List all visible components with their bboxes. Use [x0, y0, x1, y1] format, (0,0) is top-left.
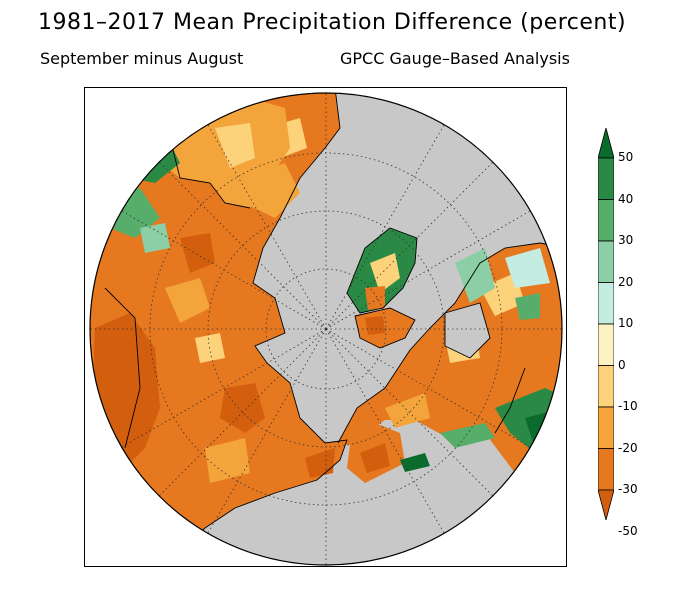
coastlines — [90, 93, 562, 559]
colorbar-cell — [598, 323, 614, 366]
colorbar-tick-label: -20 — [618, 440, 638, 455]
colorbar-cell — [598, 406, 614, 449]
colorbar-top-triangle — [598, 128, 614, 159]
colorbar-cell — [598, 157, 614, 200]
colorbar-tick-label: 0 — [618, 357, 626, 372]
map-subtitle-period: September minus August — [40, 49, 244, 68]
colorbar-cell — [598, 282, 614, 325]
map-title: 1981–2017 Mean Precipitation Difference … — [38, 10, 627, 35]
colorbar-tick-label: -50 — [618, 523, 638, 538]
north-america-land — [338, 243, 562, 565]
colorbar-tick-label: 50 — [618, 150, 634, 164]
colorbar-tick-label: 30 — [618, 233, 634, 247]
colorbar — [598, 128, 614, 520]
colorbar-cell — [598, 365, 614, 408]
colorbar-tick-label: -10 — [618, 399, 638, 413]
hudson-bay — [445, 303, 490, 358]
map-subtitle-source: GPCC Gauge–Based Analysis — [340, 49, 570, 68]
colorbar-cell — [598, 240, 614, 283]
colorbar-tick-label: 40 — [618, 191, 634, 206]
colorbar-bottom-triangle — [598, 489, 614, 520]
colorbar-tick-label: 10 — [618, 316, 634, 330]
map-disc-outline — [89, 92, 563, 566]
colorbar-cell — [598, 199, 614, 242]
colorbar-tick-label: 20 — [618, 274, 634, 289]
colorbar-tick-label: -30 — [618, 482, 638, 496]
colorbar-cell — [598, 448, 614, 491]
polar-map — [89, 92, 563, 566]
graticule — [90, 93, 562, 565]
map-frame — [84, 87, 567, 567]
